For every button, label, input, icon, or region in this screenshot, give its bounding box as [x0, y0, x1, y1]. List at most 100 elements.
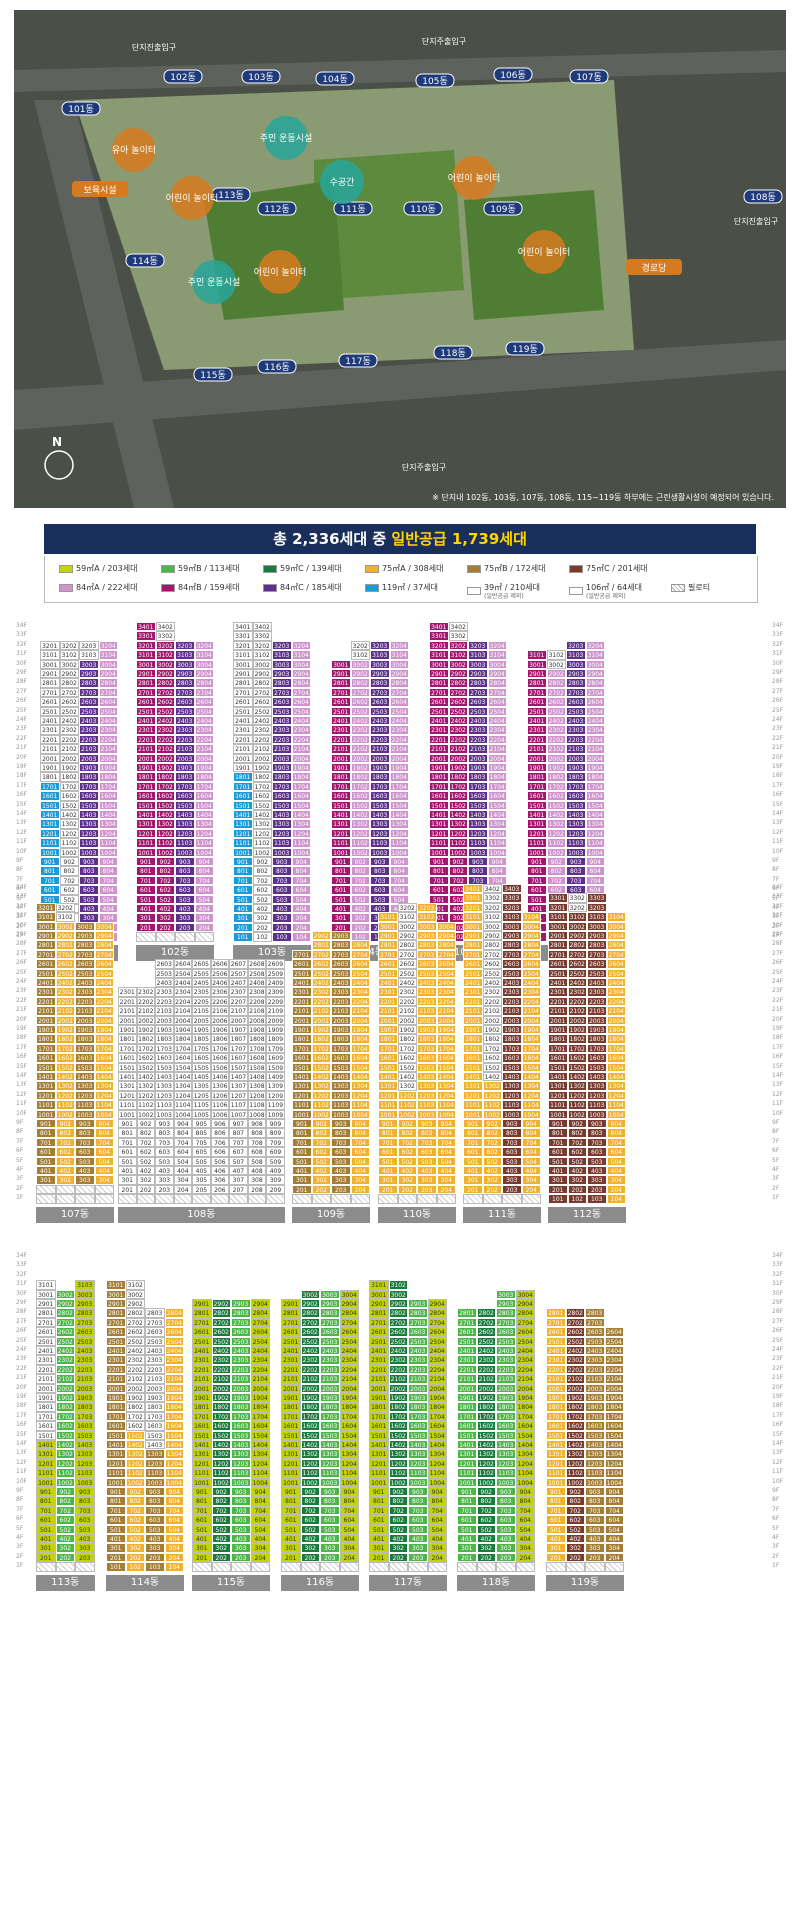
- unit-cell: 409: [266, 1166, 285, 1176]
- unit-cell: 402: [55, 1534, 75, 1544]
- unit-cell: 1701: [36, 1043, 56, 1054]
- unit-cell: 1401: [463, 1072, 483, 1082]
- unit-cell: 1701: [369, 1411, 389, 1422]
- unit-cell: 1701: [378, 1043, 398, 1054]
- unit-cell: 2702: [567, 949, 587, 960]
- unit-cell: 2302: [546, 725, 566, 735]
- unit-cell: 903: [145, 1487, 165, 1497]
- unit-cell: 2504: [585, 706, 605, 716]
- unit-cell: 2101: [463, 1006, 483, 1016]
- unit-cell: 3201: [36, 902, 56, 913]
- unit-cell: 2102: [125, 1374, 145, 1384]
- unit-cell: 2603: [417, 959, 437, 969]
- floor-label: 34F: [16, 884, 28, 891]
- legend-item: 59㎡C / 139세대: [263, 563, 342, 574]
- unit-cell: 1303: [79, 819, 99, 829]
- unit-cell: 1004: [521, 1109, 541, 1119]
- unit-cell: 504: [604, 1524, 624, 1534]
- unit-cell: 1002: [567, 1109, 587, 1119]
- unit-cell: 3202: [55, 902, 75, 913]
- unit-cell: 2404: [521, 978, 541, 988]
- pilotis-cell: [331, 1194, 351, 1204]
- unit-cell: 1102: [311, 1100, 331, 1110]
- unit-cell: 2002: [55, 1383, 75, 1393]
- unit-cell: 1603: [272, 791, 292, 801]
- unit-cell: 1806: [210, 1034, 230, 1044]
- unit-cell: 2002: [300, 1383, 320, 1393]
- building-label: 107동: [36, 1206, 114, 1223]
- unit-cell: 3003: [566, 659, 586, 669]
- unit-cell: 1501: [546, 1430, 566, 1440]
- unit-cell: 1102: [448, 838, 468, 848]
- unit-cell: 1301: [136, 819, 156, 829]
- unit-cell: 809: [266, 1128, 285, 1138]
- unit-cell: 1504: [606, 1062, 626, 1072]
- unit-cell: 2602: [448, 697, 468, 707]
- unit-cell: 304: [173, 1175, 193, 1185]
- unit-cell: 401: [136, 904, 156, 914]
- unit-cell: 1904: [515, 1393, 535, 1403]
- unit-cell: 3002: [546, 659, 566, 669]
- unit-cell: 1704: [250, 1411, 270, 1422]
- pilotis-cell: [350, 1194, 370, 1204]
- unit-cell: 1204: [194, 828, 214, 839]
- unit-cell: 602: [300, 1515, 320, 1525]
- pilotis-cell: [194, 932, 214, 942]
- floor-label: 34F: [772, 622, 784, 629]
- unit-cell: 505: [192, 1156, 211, 1166]
- unit-cell: 2603: [175, 697, 195, 707]
- unit-cell: 3301: [429, 631, 449, 641]
- unit-cell: 2304: [350, 987, 370, 997]
- unit-cell: 901: [36, 1119, 56, 1129]
- unit-cell: 1503: [331, 1062, 351, 1072]
- unit-cell: 2101: [546, 1374, 566, 1384]
- unit-cell: 304: [521, 1175, 541, 1185]
- unit-cell: 2002: [311, 1015, 331, 1025]
- unit-cell: 2802: [311, 940, 331, 950]
- unit-cell: 3202: [482, 902, 502, 913]
- unit-cell: 604: [350, 1147, 370, 1157]
- unit-cell: 905: [192, 1119, 211, 1129]
- unit-cell: 1201: [292, 1090, 312, 1101]
- unit-cell: 2802: [448, 678, 468, 688]
- unit-cell: 902: [300, 1487, 320, 1497]
- unit-cell: 1904: [521, 1025, 541, 1035]
- unit-cell: 808: [247, 1128, 267, 1138]
- unit-cell: 802: [448, 866, 468, 876]
- unit-cell: 1601: [40, 791, 60, 801]
- unit-cell: 605: [192, 1147, 211, 1157]
- unit-cell: 1302: [55, 1449, 75, 1459]
- unit-cell: 2302: [55, 987, 75, 997]
- floor-label: 14F: [16, 810, 28, 817]
- unit-cell: 1104: [521, 1100, 541, 1110]
- unit-cell: 303: [272, 913, 292, 923]
- unit-cell: 2203: [566, 734, 586, 745]
- floor-label: 30F: [16, 659, 28, 667]
- unit-cell: 1804: [487, 772, 507, 782]
- unit-cell: 701: [40, 875, 60, 886]
- unit-cell: 1501: [40, 800, 60, 810]
- unit-cell: 1603: [566, 791, 586, 801]
- map-gate-label: 단지주출입구: [422, 36, 466, 46]
- unit-cell: 2701: [331, 687, 351, 698]
- map-facility-label: 수공간: [330, 177, 355, 188]
- building-label: 116동: [281, 1574, 359, 1591]
- unit-cell: 502: [55, 1156, 75, 1166]
- unit-cell: 2703: [585, 1317, 605, 1328]
- unit-cell: 3202: [59, 640, 79, 651]
- pilotis-cell: [118, 1194, 137, 1204]
- unit-cell: 2301: [118, 987, 137, 997]
- unit-cell: 2304: [436, 987, 456, 997]
- unit-cell: 2103: [145, 1374, 165, 1384]
- unit-cell: 2403: [566, 716, 586, 726]
- pilotis-cell: [175, 932, 195, 942]
- unit-cell: 2902: [350, 669, 370, 679]
- legend-item: 84㎡C / 185세대: [263, 582, 342, 593]
- unit-cell: 1901: [36, 1025, 56, 1035]
- unit-cell: 101: [233, 932, 253, 942]
- unit-cell: 2801: [36, 940, 56, 950]
- unit-cell: 2103: [566, 744, 586, 754]
- unit-cell: 2607: [229, 959, 248, 969]
- unit-cell: 2309: [266, 987, 285, 997]
- unit-cell: 803: [408, 1496, 428, 1506]
